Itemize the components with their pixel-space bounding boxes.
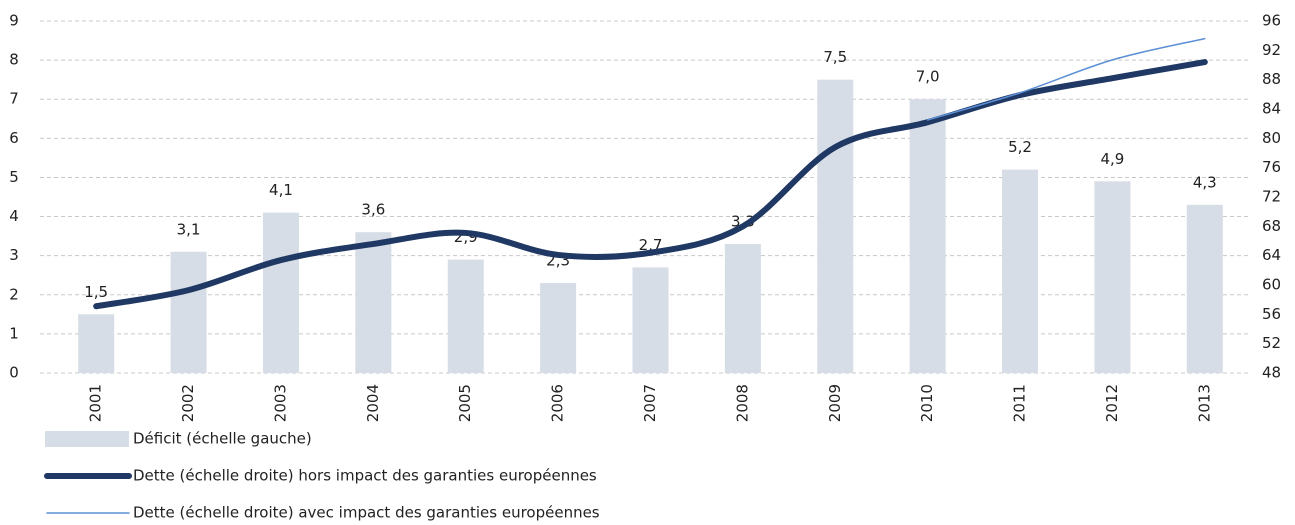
x-tick-label: 2011 xyxy=(1011,384,1029,422)
line xyxy=(926,37,1206,121)
y2-tick-label: 96 xyxy=(1262,12,1281,30)
x-tick-label: 2012 xyxy=(1103,384,1121,422)
data-label: 3,1 xyxy=(177,220,201,238)
x-tick-label: 2002 xyxy=(179,384,197,422)
y2-tick-label: 88 xyxy=(1262,70,1281,88)
y2-tick-label: 72 xyxy=(1262,188,1281,206)
bar xyxy=(909,99,946,373)
data-label: 7,5 xyxy=(823,48,847,66)
y2-tick-label: 48 xyxy=(1262,364,1281,382)
bar xyxy=(1002,169,1039,373)
y-tick-label: 2 xyxy=(9,285,19,303)
y2-tick-label: 76 xyxy=(1262,158,1281,176)
x-tick-label: 2010 xyxy=(918,384,936,422)
legend-label: Dette (échelle droite) hors impact des g… xyxy=(133,467,597,485)
data-label: 4,9 xyxy=(1100,150,1124,168)
x-tick-label: 2003 xyxy=(271,384,289,422)
y2-tick-label: 56 xyxy=(1262,305,1281,323)
bar xyxy=(632,267,669,373)
bar xyxy=(447,259,484,373)
bar xyxy=(1186,204,1223,373)
y-tick-label: 1 xyxy=(9,324,19,342)
y-tick-label: 3 xyxy=(9,246,19,264)
y2-tick-label: 60 xyxy=(1262,276,1281,294)
x-tick-label: 2005 xyxy=(456,384,474,422)
bar xyxy=(540,283,577,373)
y-tick-label: 7 xyxy=(9,90,19,108)
y-tick-label: 4 xyxy=(9,207,19,225)
y-tick-label: 6 xyxy=(9,129,19,147)
data-label: 4,1 xyxy=(269,181,293,199)
x-tick-label: 2004 xyxy=(364,384,382,422)
data-label: 5,2 xyxy=(1008,138,1032,156)
x-tick-label: 2006 xyxy=(549,384,567,422)
bar xyxy=(1094,181,1131,373)
y-tick-label: 5 xyxy=(9,168,19,186)
legend-label: Déficit (échelle gauche) xyxy=(133,430,312,448)
data-label: 4,3 xyxy=(1193,173,1217,191)
y-tick-label: 9 xyxy=(9,12,19,30)
data-label: 3,6 xyxy=(361,201,385,219)
x-tick-label: 2001 xyxy=(87,384,105,422)
x-tick-label: 2009 xyxy=(826,384,844,422)
y-tick-label: 0 xyxy=(9,364,19,382)
line xyxy=(93,59,1208,310)
x-tick-label: 2013 xyxy=(1195,384,1213,422)
bar xyxy=(724,243,761,373)
bar xyxy=(817,79,854,374)
bar xyxy=(355,232,392,373)
y-tick-label: 8 xyxy=(9,51,19,69)
y2-tick-label: 80 xyxy=(1262,129,1281,147)
y2-tick-label: 52 xyxy=(1262,334,1281,352)
data-label: 7,0 xyxy=(916,68,940,86)
x-tick-label: 2008 xyxy=(733,384,751,422)
legend-label: Dette (échelle droite) avec impact des g… xyxy=(133,504,600,522)
bar xyxy=(78,314,115,373)
y2-tick-label: 64 xyxy=(1262,246,1281,264)
y2-tick-label: 84 xyxy=(1262,100,1281,118)
y2-tick-label: 68 xyxy=(1262,217,1281,235)
y2-tick-label: 92 xyxy=(1262,41,1281,59)
bar xyxy=(170,251,207,373)
bar xyxy=(262,212,299,373)
legend-swatch xyxy=(45,431,129,447)
x-tick-label: 2007 xyxy=(641,384,659,422)
data-label: 1,5 xyxy=(84,283,108,301)
